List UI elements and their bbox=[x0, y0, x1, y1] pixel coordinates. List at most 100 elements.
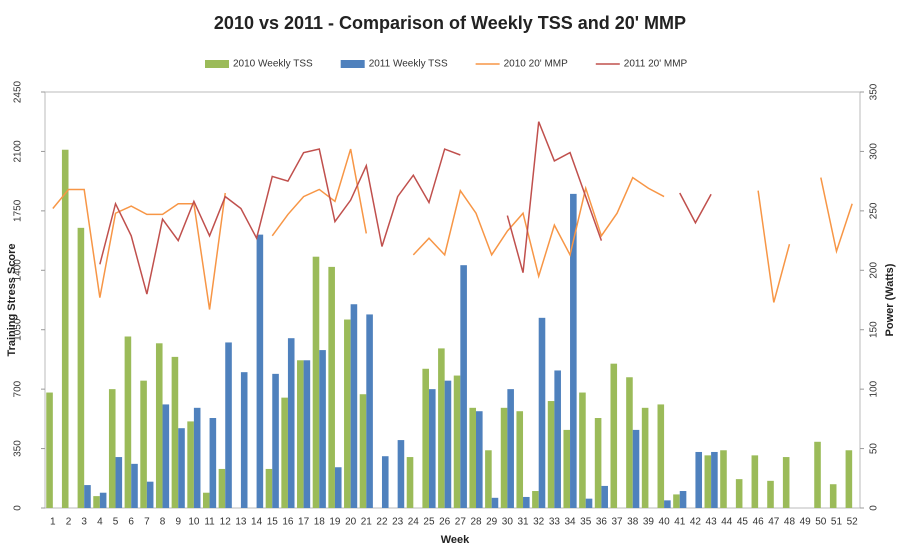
bar bbox=[162, 404, 170, 508]
x-tick-label: 30 bbox=[502, 517, 514, 528]
x-tick-label: 22 bbox=[376, 517, 388, 528]
bar bbox=[500, 407, 508, 508]
x-tick-label: 25 bbox=[423, 517, 435, 528]
bar bbox=[334, 467, 342, 508]
y2-tick-label: 300 bbox=[869, 143, 880, 160]
x-tick-label: 24 bbox=[408, 517, 420, 528]
bar bbox=[735, 479, 743, 508]
x-tick-label: 2 bbox=[66, 517, 72, 528]
x-tick-label: 40 bbox=[659, 517, 671, 528]
bar bbox=[209, 418, 217, 508]
x-tick-label: 3 bbox=[81, 517, 87, 528]
x-tick-label: 38 bbox=[627, 517, 639, 528]
bar bbox=[256, 234, 264, 508]
bar bbox=[585, 498, 593, 508]
bar bbox=[225, 342, 232, 508]
bar bbox=[202, 492, 210, 508]
bar bbox=[93, 496, 100, 508]
bar bbox=[444, 380, 452, 508]
x-tick-label: 52 bbox=[847, 517, 859, 528]
bar bbox=[187, 421, 194, 508]
x-tick-label: 15 bbox=[267, 517, 279, 528]
bar bbox=[115, 457, 123, 508]
x-tick-label: 34 bbox=[564, 517, 576, 528]
chart-title: 2010 vs 2011 - Comparison of Weekly TSS … bbox=[214, 13, 686, 33]
y-tick-label: 2450 bbox=[13, 80, 24, 103]
bar bbox=[171, 356, 179, 508]
bar bbox=[491, 497, 499, 508]
y-axis-title: Training Stress Score bbox=[6, 243, 18, 356]
bar bbox=[814, 441, 821, 508]
y-tick-label: 350 bbox=[13, 440, 24, 457]
bar bbox=[563, 429, 571, 508]
x-tick-label: 36 bbox=[596, 517, 608, 528]
x-tick-label: 12 bbox=[220, 517, 232, 528]
bar bbox=[845, 450, 853, 508]
legend-swatch bbox=[340, 60, 365, 68]
x-tick-label: 8 bbox=[160, 517, 166, 528]
x-tick-label: 32 bbox=[533, 517, 545, 528]
legend-swatch bbox=[205, 60, 229, 68]
line bbox=[52, 148, 853, 310]
bar bbox=[664, 500, 671, 508]
bar bbox=[547, 401, 555, 508]
x-tick-label: 27 bbox=[455, 517, 467, 528]
x-tick-label: 46 bbox=[753, 517, 765, 528]
bar bbox=[193, 407, 201, 508]
bar bbox=[523, 496, 530, 508]
bar bbox=[303, 360, 311, 508]
y-tick-label: 1050 bbox=[13, 318, 24, 341]
x-tick-label: 18 bbox=[314, 517, 326, 528]
bar bbox=[695, 451, 703, 508]
x-tick-label: 43 bbox=[706, 517, 718, 528]
x-tick-label: 35 bbox=[580, 517, 592, 528]
bar bbox=[240, 372, 248, 508]
y-tick-label: 0 bbox=[13, 505, 24, 511]
bar bbox=[532, 491, 539, 508]
x-tick-label: 21 bbox=[361, 517, 373, 528]
bar bbox=[46, 392, 53, 508]
bar bbox=[641, 407, 649, 508]
x-tick-label: 50 bbox=[815, 517, 827, 528]
bar bbox=[538, 317, 546, 508]
x-tick-label: 42 bbox=[690, 517, 702, 528]
x-tick-label: 4 bbox=[97, 517, 103, 528]
x-tick-label: 41 bbox=[674, 517, 686, 528]
bar bbox=[84, 485, 91, 508]
y-tick-label: 1750 bbox=[13, 199, 24, 222]
bar bbox=[751, 455, 759, 508]
x-tick-label: 11 bbox=[204, 517, 215, 528]
x-tick-label: 28 bbox=[470, 517, 482, 528]
bar bbox=[422, 368, 429, 508]
bar bbox=[397, 440, 405, 508]
bar bbox=[507, 389, 514, 508]
x-tick-label: 1 bbox=[50, 517, 56, 528]
y2-tick-label: 100 bbox=[869, 380, 880, 397]
bar bbox=[178, 428, 185, 508]
bar bbox=[610, 363, 618, 508]
x-tick-label: 47 bbox=[768, 517, 780, 528]
x-tick-label: 39 bbox=[643, 517, 655, 528]
bar bbox=[782, 457, 790, 508]
bar bbox=[366, 314, 373, 508]
legend-label: 2010 Weekly TSS bbox=[233, 59, 313, 70]
bar bbox=[516, 411, 524, 508]
x-tick-label: 51 bbox=[831, 517, 843, 528]
x-tick-label: 6 bbox=[128, 517, 134, 528]
x-tick-label: 5 bbox=[113, 517, 119, 528]
legend-label: 2011 Weekly TSS bbox=[369, 59, 448, 70]
bar bbox=[570, 193, 577, 508]
y2-tick-label: 0 bbox=[869, 505, 880, 511]
bar bbox=[626, 377, 633, 508]
bar bbox=[381, 456, 389, 508]
x-tick-label: 29 bbox=[486, 517, 498, 528]
x-tick-label: 20 bbox=[345, 517, 357, 528]
x-tick-label: 7 bbox=[144, 517, 150, 528]
x-tick-label: 49 bbox=[800, 517, 812, 528]
x-tick-label: 37 bbox=[612, 517, 624, 528]
x-tick-label: 33 bbox=[549, 517, 561, 528]
y2-tick-label: 200 bbox=[869, 262, 880, 279]
bar bbox=[476, 411, 483, 508]
bar bbox=[469, 407, 477, 508]
